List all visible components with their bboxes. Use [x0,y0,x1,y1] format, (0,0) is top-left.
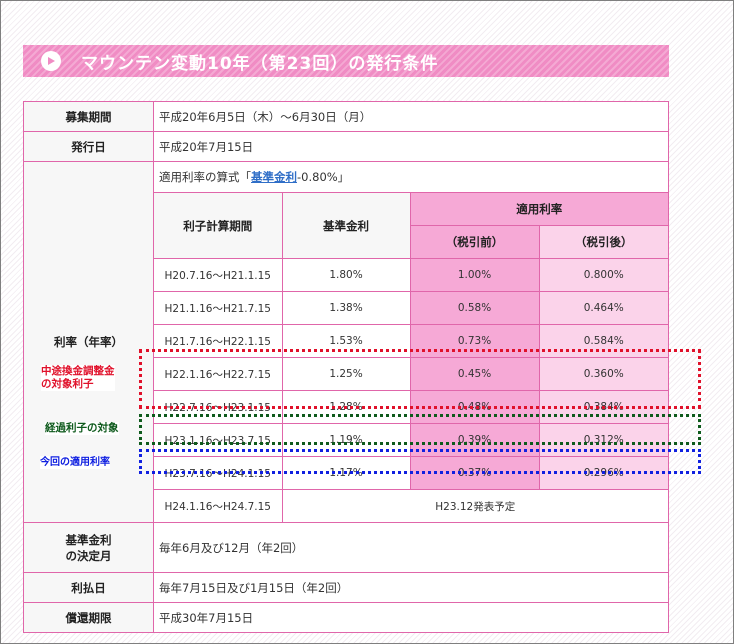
annotation-blue: 今回の適用利率 [40,456,110,469]
issue-date-value: 平成20年7月15日 [153,131,669,162]
table-row: H21.7.16～H22.1.15 1.53% 0.73% 0.584% [154,324,668,358]
table-row: H24.1.16～H24.7.15 H23.12発表予定 [154,489,668,522]
base-rate-link[interactable]: 基準金利 [251,170,297,184]
payment-date-label: 利払日 [23,572,154,603]
annotation-green: 経過利子の対象 [45,422,119,435]
announcement-note: H23.12発表予定 [281,489,668,522]
pretax-header: （税引前） [410,225,540,259]
decision-label-line1: 基準金利 [65,532,112,547]
period-cell: H21.7.16～H22.1.15 [154,324,283,358]
base-rate-cell: 1.38% [281,291,411,325]
period-cell: H21.1.16～H21.7.15 [154,291,283,325]
table-row: H21.1.16～H21.7.15 1.38% 0.58% 0.464% [154,291,668,325]
aftertax-cell: 0.464% [538,291,668,325]
base-rate-decision-value: 毎年6月及び12月（年2回） [153,522,669,573]
formula-suffix: -0.80%」 [297,170,350,184]
annotation-red-line1: 中途換金調整金 [41,365,115,377]
recruit-period-value: 平成20年6月5日（木）～6月30日（月） [153,101,669,132]
pretax-cell: 0.58% [409,291,540,325]
base-rate-header: 基準金利 [281,193,411,259]
base-rate-cell: 1.80% [281,258,411,292]
highlight-box-red [139,349,701,409]
annotation-red-line2: の対象利子 [41,378,94,390]
base-rate-cell: 1.53% [281,324,411,358]
period-cell: H24.1.16～H24.7.15 [154,489,283,522]
period-header: 利子計算期間 [154,193,283,259]
redemption-value: 平成30年7月15日 [153,602,669,633]
aftertax-cell: 0.584% [538,324,668,358]
base-rate-decision-label: 基準金利 の決定月 [23,522,154,573]
applied-rate-header: 適用利率 [409,193,668,226]
period-cell: H20.7.16～H21.1.15 [154,258,283,292]
redemption-label: 償還期限 [23,602,154,633]
table-row: H20.7.16～H21.1.15 1.80% 1.00% 0.800% [154,258,668,292]
formula-prefix: 適用利率の算式「 [159,170,251,184]
highlight-box-blue [139,449,701,474]
section-title: マウンテン変動10年（第23回）の発行条件 [81,53,439,74]
highlight-box-green [139,414,701,445]
rate-formula: 適用利率の算式「基準金利-0.80%」 [153,161,669,193]
section-title-bar: マウンテン変動10年（第23回）の発行条件 [23,45,669,77]
recruit-period-label: 募集期間 [23,101,154,132]
play-icon [41,51,61,71]
aftertax-cell: 0.800% [538,258,668,292]
pretax-cell: 1.00% [409,258,540,292]
annotation-red: 中途換金調整金 の対象利子 [41,365,115,391]
issue-date-label: 発行日 [23,131,154,162]
payment-date-value: 毎年7月15日及び1月15日（年2回） [153,572,669,603]
aftertax-header: （税引後） [538,225,668,259]
decision-label-line2: の決定月 [65,548,112,563]
